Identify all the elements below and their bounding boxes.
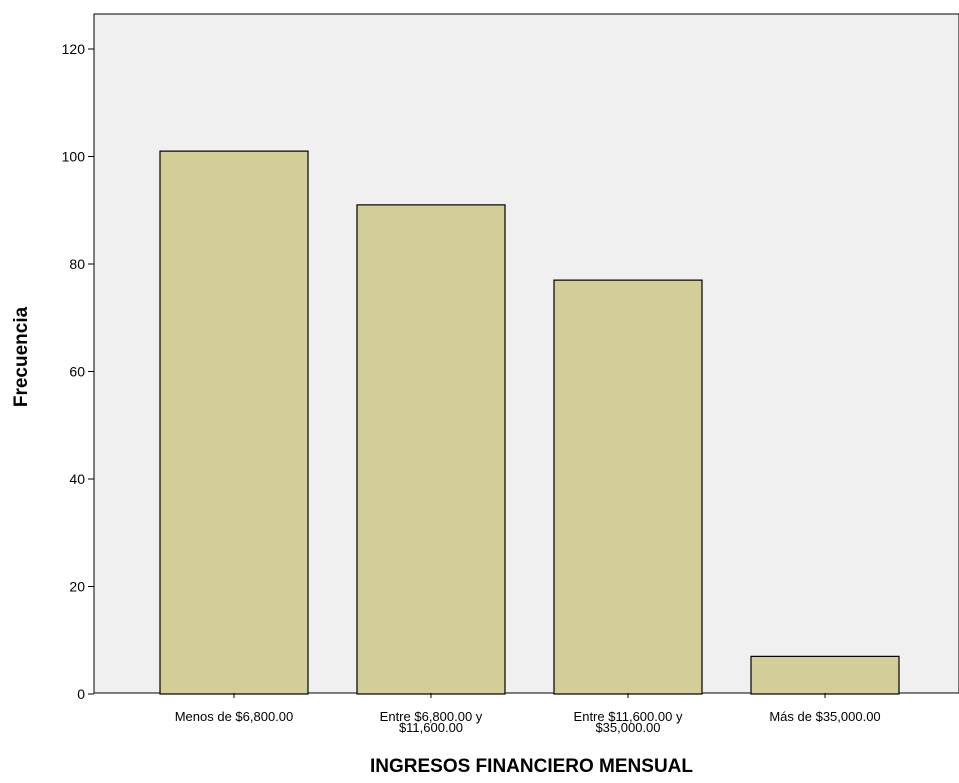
x-axis-title: INGRESOS FINANCIERO MENSUAL: [370, 756, 693, 777]
x-tick-label: Más de $35,000.00: [769, 709, 880, 724]
x-tick-label: Menos de $6,800.00: [175, 709, 294, 724]
y-axis: 0 20 40 60 80 100 120: [62, 41, 94, 702]
y-tick-label: 120: [62, 41, 86, 57]
y-tick-label: 80: [69, 256, 85, 272]
x-tick-label: Entre $11,600.00 y $35,000.00: [574, 709, 683, 735]
bar-1: [159, 150, 309, 695]
bar-4: [750, 655, 900, 695]
y-tick-label: 40: [69, 471, 85, 487]
bar-2: [356, 204, 506, 695]
y-tick-label: 60: [69, 364, 85, 380]
y-axis-title: Frecuencia: [11, 306, 32, 407]
x-axis: Menos de $6,800.00 Entre $6,800.00 y $11,6…: [175, 693, 881, 735]
bar-3: [553, 279, 703, 695]
y-tick-label: 100: [62, 149, 86, 165]
y-tick-label: 20: [69, 579, 85, 595]
x-tick-label: Entre $6,800.00 y $11,600.00: [380, 709, 483, 735]
y-tick-label: 0: [77, 686, 85, 702]
